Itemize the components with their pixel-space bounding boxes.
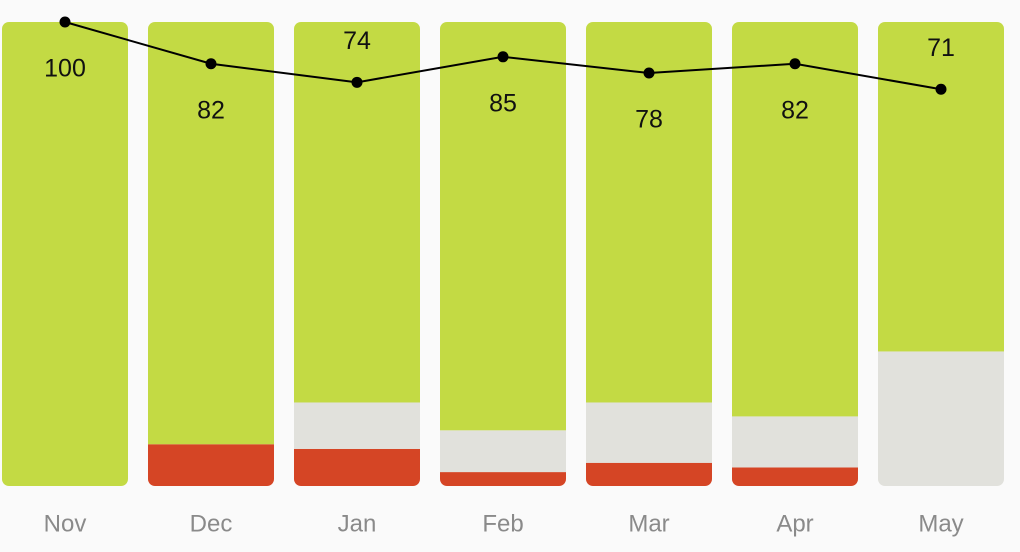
value-label: 100 bbox=[44, 55, 86, 83]
x-tick-label: Mar bbox=[628, 510, 669, 537]
bar-segment bbox=[148, 22, 274, 445]
bar-segment bbox=[732, 467, 858, 486]
bar-segment bbox=[586, 22, 712, 403]
bar-stack bbox=[294, 22, 420, 486]
point bbox=[643, 67, 655, 79]
value-label: 82 bbox=[781, 96, 809, 124]
x-tick-label: Apr bbox=[776, 510, 813, 537]
x-tick-label: Feb bbox=[482, 510, 523, 537]
bar-segment bbox=[440, 430, 566, 473]
bar-segment bbox=[294, 402, 420, 449]
point bbox=[789, 58, 801, 70]
bar-segment bbox=[440, 22, 566, 431]
bar-segment bbox=[732, 416, 858, 468]
x-tick-label: Dec bbox=[190, 510, 233, 537]
bar-segment bbox=[2, 22, 128, 486]
bar-segment bbox=[586, 402, 712, 463]
bar-segment bbox=[878, 351, 1004, 486]
x-tick-label: Jan bbox=[338, 510, 377, 537]
value-label: 85 bbox=[489, 89, 517, 117]
value-label: 74 bbox=[343, 27, 371, 55]
bar-segment bbox=[294, 448, 420, 486]
bar-segment bbox=[878, 22, 1004, 352]
point bbox=[59, 16, 71, 28]
x-tick-label: May bbox=[918, 510, 963, 537]
point bbox=[351, 76, 363, 88]
bar-stack bbox=[732, 22, 858, 486]
value-label: 78 bbox=[635, 106, 663, 134]
bar-stack bbox=[586, 22, 712, 486]
point bbox=[497, 51, 509, 63]
bar-stack bbox=[878, 22, 1004, 486]
bar-stack bbox=[2, 22, 128, 486]
value-label: 82 bbox=[197, 96, 225, 124]
value-label: 71 bbox=[927, 34, 955, 62]
bar-stack bbox=[148, 22, 274, 486]
bar-segment bbox=[148, 444, 274, 486]
point bbox=[205, 58, 217, 70]
bar-stack bbox=[440, 22, 566, 486]
bar-segment bbox=[440, 472, 566, 486]
point bbox=[935, 83, 947, 95]
x-tick-label: Nov bbox=[44, 510, 87, 537]
bar-segment bbox=[586, 462, 712, 486]
bar-segment bbox=[732, 22, 858, 417]
